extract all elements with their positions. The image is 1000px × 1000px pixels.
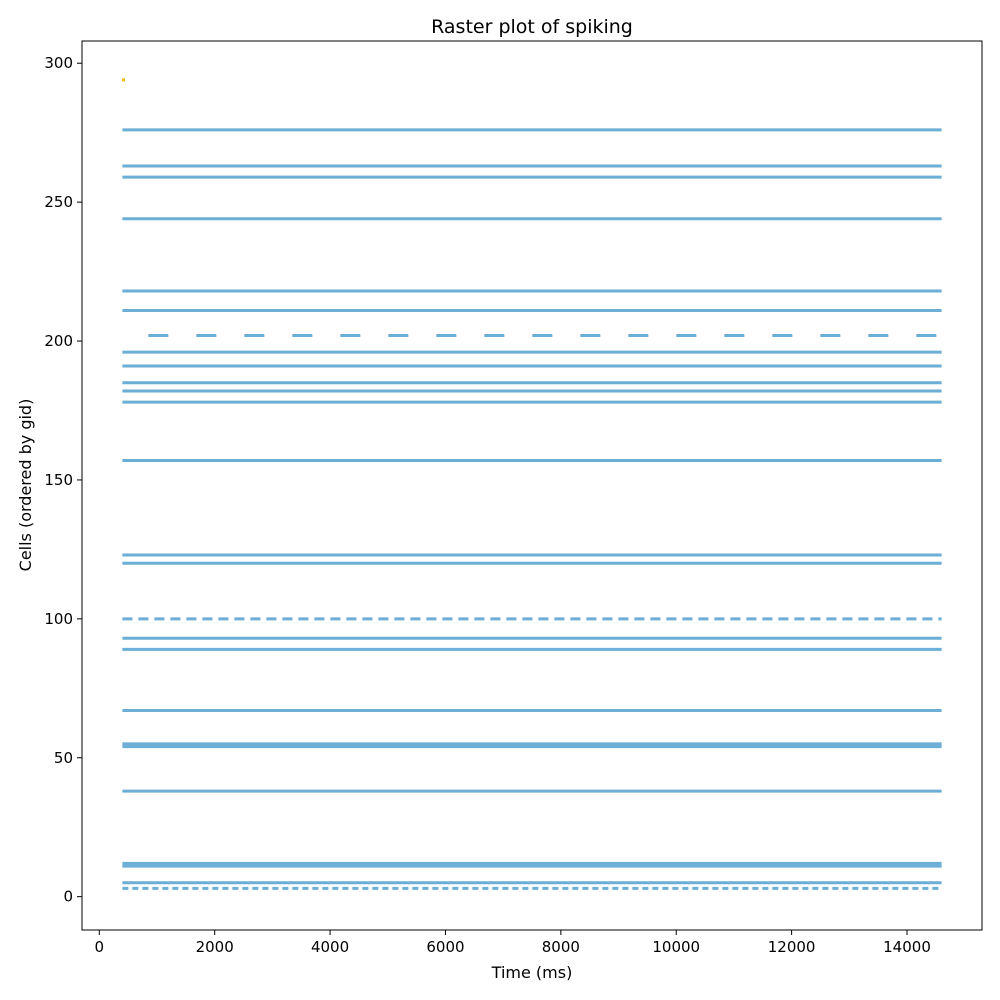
x-tick-label: 10000 [652, 938, 700, 956]
y-axis-label: Cells (ordered by gid) [16, 399, 35, 572]
chart-title: Raster plot of spiking [431, 16, 633, 38]
x-tick-label: 0 [95, 938, 105, 956]
x-tick-label: 4000 [311, 938, 349, 956]
x-tick-label: 2000 [196, 938, 234, 956]
y-tick-label: 150 [44, 471, 73, 489]
x-tick-label: 6000 [426, 938, 464, 956]
x-axis-ticks: 0 2000 4000 6000 8000 10000 12000 14000 [95, 930, 931, 956]
plot-area [82, 41, 982, 930]
y-tick-label: 0 [63, 888, 73, 906]
plot-frame [81, 40, 983, 931]
y-tick-label: 250 [44, 193, 73, 211]
y-tick-label: 50 [54, 749, 73, 767]
x-tick-label: 12000 [768, 938, 816, 956]
y-tick-label: 100 [44, 610, 73, 628]
x-tick-label: 8000 [542, 938, 580, 956]
y-tick-label: 200 [44, 332, 73, 350]
x-axis-label: Time (ms) [491, 963, 573, 982]
y-tick-label: 300 [44, 54, 73, 72]
spike-layer [122, 78, 942, 890]
x-tick-label: 14000 [883, 938, 931, 956]
y-axis-ticks: 0 50 100 150 200 250 300 [44, 54, 82, 906]
